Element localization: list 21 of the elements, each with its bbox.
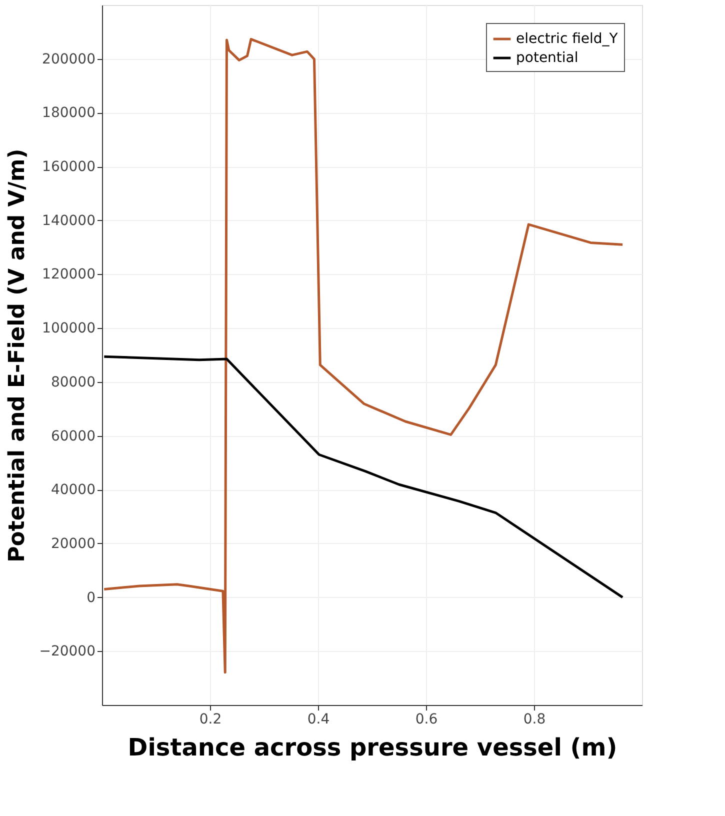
y-tick-label: 40000: [50, 482, 96, 498]
y-tick-label: 120000: [42, 266, 96, 283]
x-tick-label: 0.4: [307, 712, 330, 728]
y-tick-label: 100000: [42, 320, 96, 337]
x-tick-label: 0.6: [415, 712, 438, 728]
y-tick-label: 160000: [42, 159, 96, 176]
y-tick-label: 20000: [50, 536, 96, 552]
legend-label: potential: [516, 50, 578, 66]
y-axis-title: Potential and E-Field (V and V/m): [5, 148, 30, 562]
y-tick-label: 80000: [50, 374, 96, 390]
legend-label: electric field_Y: [516, 31, 618, 47]
y-tick-label: 60000: [50, 428, 96, 444]
y-tick-label: −20000: [39, 644, 96, 660]
x-tick-label: 0.2: [199, 712, 222, 728]
y-tick-label: 0: [86, 590, 96, 606]
x-tick-label: 0.8: [523, 712, 546, 728]
y-tick-label: 140000: [42, 212, 96, 229]
line-series: [102, 355, 624, 599]
x-axis-title: Distance across pressure vessel (m): [128, 734, 618, 762]
y-tick-label: 200000: [42, 51, 96, 68]
y-tick-label: 180000: [42, 105, 96, 122]
